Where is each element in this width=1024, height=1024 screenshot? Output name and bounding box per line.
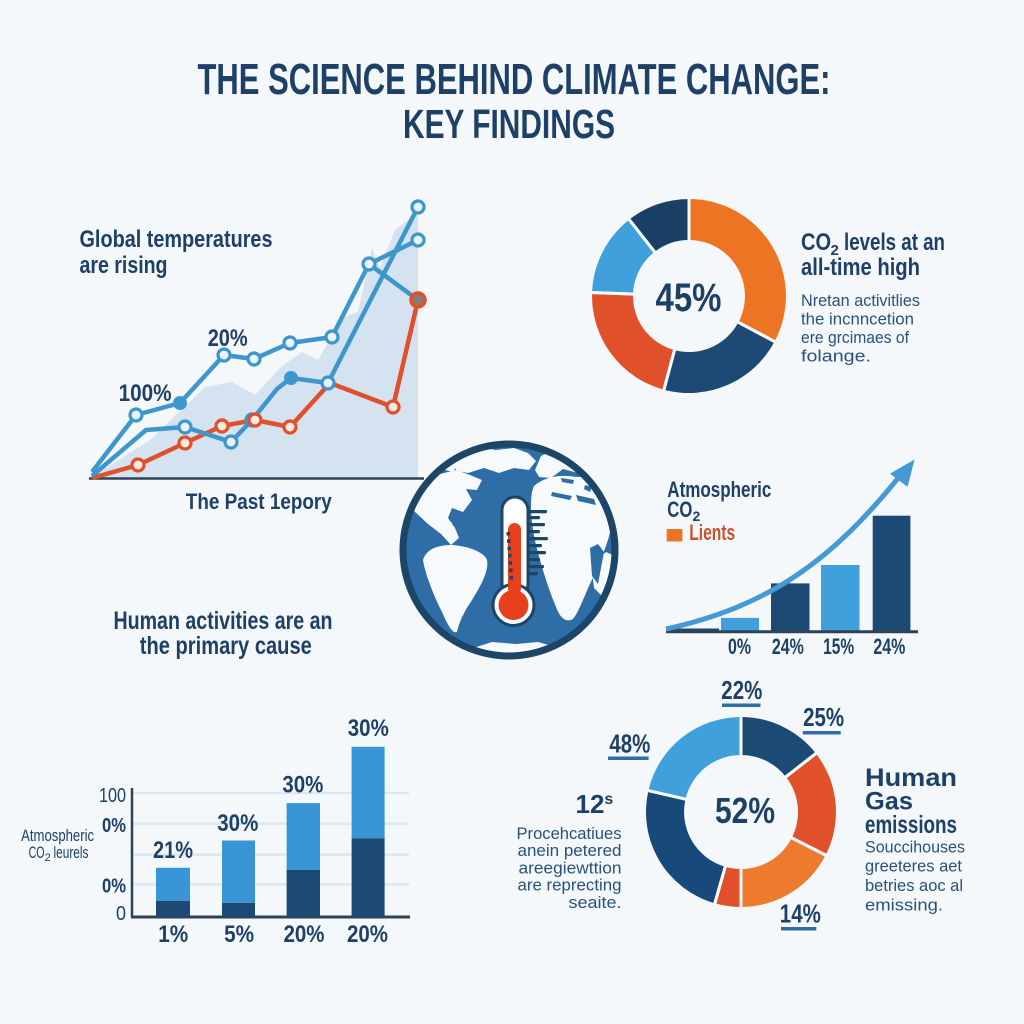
svg-text:ere grcimaes of: ere grcimaes of: [801, 328, 909, 347]
svg-text:1%: 1%: [158, 921, 188, 948]
svg-text:15%: 15%: [823, 634, 854, 659]
svg-text:0%: 0%: [102, 876, 126, 898]
svg-text:KEY FINDINGS: KEY FINDINGS: [403, 101, 615, 147]
svg-text:24%: 24%: [772, 634, 804, 659]
svg-text:anein petered: anein petered: [518, 841, 622, 860]
svg-text:30%: 30%: [217, 810, 258, 837]
svg-text:Nretan activitlies: Nretan activitlies: [801, 291, 920, 310]
svg-text:14%: 14%: [780, 899, 821, 929]
svg-text:the primary cause: the primary cause: [140, 632, 312, 660]
svg-text:folange.: folange.: [801, 347, 871, 366]
svg-text:30%: 30%: [348, 715, 389, 742]
svg-text:Souccihouses: Souccihouses: [865, 837, 965, 856]
svg-text:20%: 20%: [284, 921, 325, 948]
svg-text:Gas: Gas: [865, 788, 913, 816]
svg-text:20%: 20%: [208, 325, 248, 352]
svg-text:21%: 21%: [153, 837, 193, 864]
svg-text:Atmospheric: Atmospheric: [667, 477, 771, 502]
svg-text:The Past 1epory: The Past 1epory: [186, 489, 333, 514]
svg-text:CO: CO: [29, 843, 45, 862]
svg-text:45%: 45%: [656, 276, 722, 320]
svg-text:25%: 25%: [803, 702, 844, 732]
svg-text:Global temperatures: Global temperatures: [80, 226, 273, 253]
svg-text:0%: 0%: [102, 815, 126, 837]
svg-text:48%: 48%: [609, 729, 650, 759]
svg-text:100%: 100%: [119, 380, 172, 407]
svg-text:greeteres aet: greeteres aet: [865, 857, 962, 876]
svg-text:24%: 24%: [873, 634, 905, 659]
svg-text:CO: CO: [667, 497, 692, 522]
svg-text:the incnncetion: the incnncetion: [801, 310, 914, 329]
svg-text:2: 2: [693, 508, 701, 524]
svg-text:20%: 20%: [347, 921, 388, 948]
svg-text:5%: 5%: [224, 921, 254, 948]
svg-text:2: 2: [45, 852, 51, 864]
svg-text:Human activities are an: Human activities are an: [114, 607, 333, 635]
svg-text:seaite.: seaite.: [569, 893, 622, 912]
svg-text:22%: 22%: [721, 675, 762, 705]
svg-text:betries aoc al: betries aoc al: [865, 876, 963, 895]
svg-text:are reprecting: are reprecting: [518, 876, 622, 895]
svg-text:2: 2: [831, 242, 839, 259]
svg-text:leurels: leurels: [54, 843, 89, 862]
svg-text:0: 0: [116, 903, 126, 925]
svg-text:30%: 30%: [282, 772, 323, 799]
svg-text:levels at an: levels at an: [844, 229, 945, 256]
svg-text:Human: Human: [865, 764, 957, 792]
svg-text:emissions: emissions: [865, 811, 957, 839]
svg-text:THE SCIENCE BEHIND CLIMATE CHA: THE SCIENCE BEHIND CLIMATE CHANGE:: [198, 55, 831, 104]
svg-text:100: 100: [99, 785, 126, 807]
svg-text:areegiewttion: areegiewttion: [519, 858, 622, 877]
svg-text:CO: CO: [801, 229, 831, 256]
svg-text:emissing.: emissing.: [865, 896, 943, 915]
svg-text:all-time high: all-time high: [801, 254, 920, 281]
svg-text:52%: 52%: [715, 790, 775, 831]
svg-text:are rising: are rising: [80, 252, 168, 279]
svg-text:Procehcatiues: Procehcatiues: [517, 824, 622, 843]
svg-text:Atmospheric: Atmospheric: [21, 826, 94, 845]
svg-text:Lients: Lients: [689, 520, 735, 545]
svg-text:0%: 0%: [728, 634, 751, 659]
